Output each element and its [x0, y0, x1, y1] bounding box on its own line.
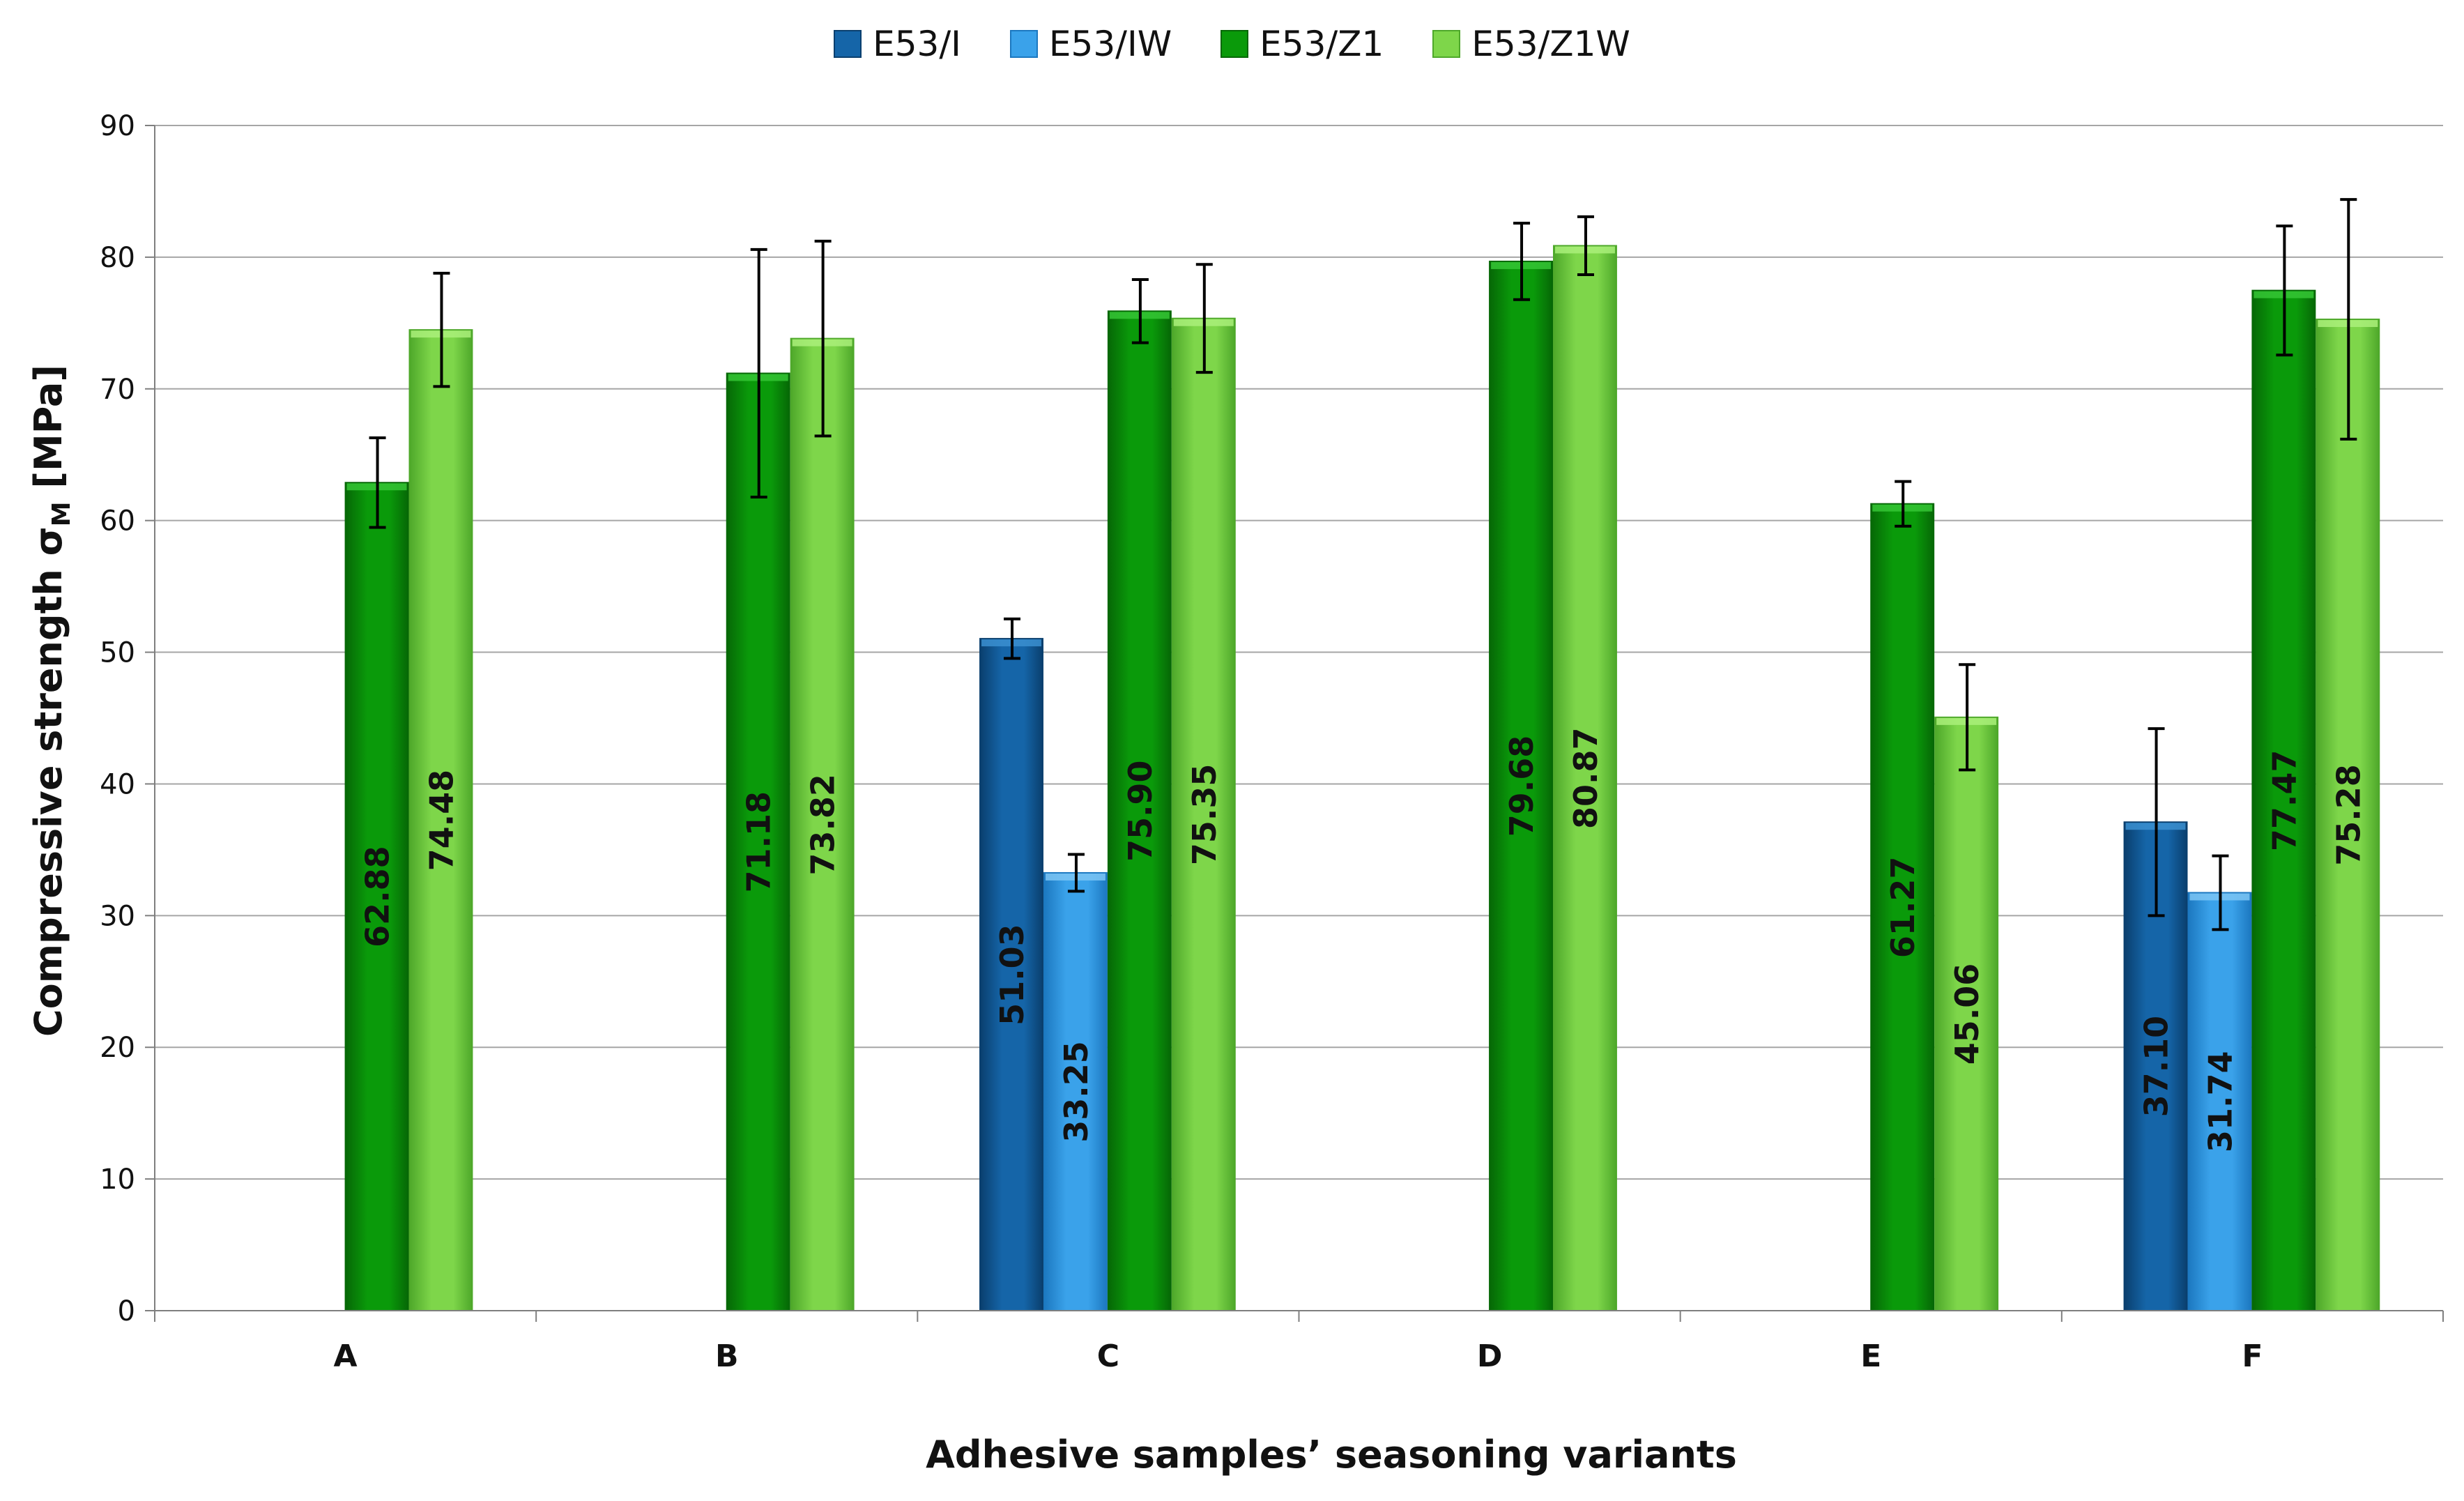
- data-label-e53-z1-c: 75.90: [1122, 760, 1159, 862]
- data-label-e53-z1w-e: 45.06: [1948, 963, 1986, 1065]
- y-tick-label: 40: [100, 768, 135, 800]
- y-tick-label: 20: [100, 1032, 135, 1064]
- y-tick-label: 50: [100, 637, 135, 669]
- y-axis-title-main: Compressive strength σ: [26, 526, 70, 1037]
- error-bar-e53-z1-b: [750, 247, 767, 499]
- error-bar-e53-iw-c: [1067, 853, 1085, 893]
- error-bar-e53-i-f: [2148, 727, 2165, 917]
- category-label-e: E: [1860, 1339, 1881, 1374]
- data-label-e53-z1w-f: 75.28: [2329, 764, 2367, 866]
- category-label-a: A: [334, 1339, 358, 1374]
- y-axis-title: Compressive strength σM [MPa]: [26, 365, 76, 1037]
- data-label-e53-iw-f: 31.74: [2201, 1051, 2239, 1152]
- bar-e53-z1-e[interactable]: [1870, 503, 1935, 1312]
- bar-e53-i-c[interactable]: [979, 638, 1043, 1311]
- error-bar-e53-z1w-c: [1195, 263, 1213, 374]
- bar-e53-z1w-a[interactable]: [408, 329, 473, 1312]
- bar-e53-z1w-c[interactable]: [1171, 317, 1236, 1312]
- legend-label: E53/I: [873, 24, 961, 64]
- data-label-e53-z1-e: 61.27: [1884, 857, 1922, 959]
- bar-e53-z1w-b[interactable]: [790, 337, 855, 1312]
- x-axis-title: Adhesive samples’ seasoning variants: [926, 1433, 1737, 1477]
- error-bar-e53-iw-f: [2212, 854, 2229, 931]
- y-tick-label: 90: [100, 110, 135, 142]
- legend-swatch-e53-iw: [1009, 30, 1038, 58]
- legend-item-e53-z1[interactable]: E53/Z1: [1220, 24, 1384, 64]
- legend-label: E53/Z1W: [1471, 24, 1630, 64]
- data-label-e53-iw-c: 33.25: [1057, 1041, 1095, 1143]
- data-label-e53-z1w-c: 75.35: [1186, 764, 1223, 866]
- bar-e53-z1-d[interactable]: [1489, 260, 1554, 1311]
- legend-label: E53/Z1: [1260, 24, 1384, 64]
- error-bar-e53-z1-f: [2276, 224, 2293, 357]
- category-label-c: C: [1097, 1339, 1119, 1374]
- legend-item-e53-iw[interactable]: E53/IW: [1009, 24, 1172, 64]
- data-labels: 62.88 74.48 71.18 73.82 51.03 33.25 75.90 75.35…: [359, 727, 2368, 1152]
- error-bar-e53-z1-c: [1131, 278, 1149, 344]
- y-axis-title-subscript: M: [47, 501, 76, 526]
- data-label-e53-i-c: 51.03: [993, 924, 1031, 1026]
- bar-e53-z1-a[interactable]: [344, 482, 409, 1311]
- category-label-b: B: [715, 1339, 739, 1374]
- bar-e53-z1w-f[interactable]: [2316, 319, 2380, 1311]
- y-tick-label: 70: [100, 374, 135, 406]
- error-bar-e53-z1-d: [1513, 222, 1531, 301]
- bar-e53-iw-c[interactable]: [1043, 871, 1108, 1311]
- legend-swatch-e53-z1: [1220, 30, 1249, 58]
- bar-e53-z1-b[interactable]: [726, 372, 790, 1311]
- error-bar-e53-z1w-a: [433, 271, 450, 388]
- data-label-e53-z1w-b: 73.82: [804, 774, 842, 876]
- data-label-e53-i-f: 37.10: [2138, 1016, 2175, 1118]
- data-label-e53-z1w-d: 80.87: [1567, 727, 1605, 829]
- error-bars: [369, 198, 2357, 931]
- legend: E53/I E53/IW E53/Z1 E53/Z1W: [0, 13, 2464, 75]
- bar-e53-z1w-d[interactable]: [1553, 245, 1617, 1311]
- bars: [344, 245, 2380, 1312]
- legend-item-e53-i[interactable]: E53/I: [834, 24, 961, 64]
- error-bar-e53-i-c: [1004, 617, 1021, 660]
- legend-swatch-e53-z1w: [1432, 30, 1461, 58]
- axes: 0 10 20 30 40 50 60 70 80 90 A B C D E F: [100, 110, 2444, 1374]
- category-label-f: F: [2242, 1339, 2263, 1374]
- y-tick-label: 80: [100, 242, 135, 274]
- legend-swatch-e53-i: [834, 30, 862, 58]
- y-tick-label: 30: [100, 900, 135, 932]
- legend-label: E53/IW: [1048, 24, 1172, 64]
- data-label-e53-z1w-a: 74.48: [422, 770, 460, 871]
- gridlines: [155, 125, 2443, 1311]
- data-label-e53-z1-a: 62.88: [359, 846, 397, 947]
- data-label-e53-z1-b: 71.18: [740, 791, 778, 893]
- error-bar-e53-z1-a: [369, 436, 386, 529]
- error-bar-e53-z1w-d: [1577, 215, 1594, 277]
- y-tick-label: 60: [100, 505, 135, 538]
- data-label-e53-z1-d: 79.68: [1503, 736, 1540, 837]
- y-axis-title-unit: [MPa]: [26, 365, 70, 501]
- category-label-d: D: [1477, 1339, 1503, 1374]
- legend-item-e53-z1w[interactable]: E53/Z1W: [1432, 24, 1630, 64]
- bar-e53-z1-f[interactable]: [2251, 289, 2316, 1312]
- bar-e53-iw-f[interactable]: [2187, 892, 2252, 1311]
- error-bar-e53-z1-e: [1895, 480, 1912, 528]
- y-tick-label: 0: [118, 1295, 135, 1327]
- y-tick-label: 10: [100, 1164, 135, 1196]
- error-bar-e53-z1w-b: [814, 239, 832, 438]
- error-bar-e53-z1w-e: [1959, 663, 1976, 772]
- data-label-e53-z1-f: 77.47: [2265, 750, 2303, 852]
- error-bar-e53-z1w-f: [2340, 198, 2357, 441]
